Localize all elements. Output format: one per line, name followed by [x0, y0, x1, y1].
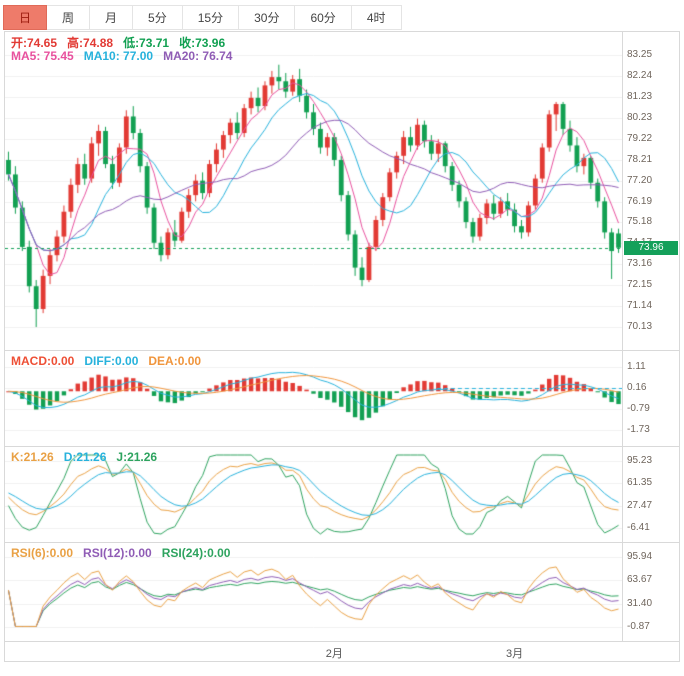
y-tick-label: -6.41: [627, 522, 650, 534]
chart-frame: 83.25 82.24 81.23 80.23 79.22 78.21 77.20 76.19…: [4, 31, 680, 662]
y-tick-label: 95.94: [627, 550, 653, 562]
last-price-badge: 73.96: [624, 240, 678, 255]
kdj-y-axis: 95.23 61.35 27.47 -6.41: [622, 447, 679, 542]
rsi-readout: RSI(6):0.00 RSI(12):0.00 RSI(24):0.00: [11, 546, 240, 560]
x-tick-label: 3月: [505, 648, 524, 660]
kdj-value: K:21.26: [11, 450, 54, 464]
y-tick-label: 1.11: [627, 360, 646, 372]
y-tick-label: 27.47: [627, 499, 653, 511]
x-axis-labels: 2月 3月: [5, 641, 679, 661]
tab-15分[interactable]: 15分: [181, 5, 240, 30]
ohlc-value: 开:74.65: [11, 36, 58, 50]
macd-value: MACD:0.00: [11, 354, 75, 368]
macd-panel: 1.11 0.16 -0.79 -1.73 MACD:0.00 DIFF:0.00 DEA…: [5, 350, 679, 446]
rsi-value: RSI(6):0.00: [11, 546, 74, 560]
timeframe-tabs: 日周月 5分 15分 30分 60分 4时: [3, 5, 402, 30]
macd-canvas[interactable]: [5, 351, 622, 446]
y-tick-label: 83.25: [627, 49, 653, 61]
y-tick-label: 63.67: [627, 574, 653, 586]
tab-60分[interactable]: 60分: [294, 5, 352, 30]
tab-5分[interactable]: 5分: [132, 5, 183, 30]
y-tick-label: -0.87: [627, 621, 650, 633]
y-tick-label: 70.13: [627, 321, 653, 333]
rsi-canvas[interactable]: [5, 543, 622, 641]
y-tick-label: 82.24: [627, 70, 653, 82]
tab-月[interactable]: 月: [89, 5, 134, 30]
tab-周[interactable]: 周: [46, 5, 91, 30]
ohlc-readout: 开:74.65 高:74.88 低:73.71 收:73.96: [11, 34, 235, 51]
ohlc-value: 高:74.88: [67, 36, 114, 50]
ma-readout: MA5: 75.45 MA10: 77.00 MA20: 76.74: [11, 49, 242, 63]
x-tick-label: 2月: [325, 648, 343, 660]
y-tick-label: 61.35: [627, 477, 653, 489]
kdj-readout: K:21.26 D:21.26 J:21.26: [11, 450, 167, 464]
tab-日[interactable]: 日: [3, 5, 48, 30]
kdj-panel: 95.23 61.35 27.47 -6.41 K:21.26 D:21.26 J:21.…: [5, 446, 679, 542]
main-chart-panel: 83.25 82.24 81.23 80.23 79.22 78.21 77.20 76.19…: [5, 32, 679, 350]
y-tick-label: 76.19: [627, 195, 653, 207]
y-tick-label: 31.40: [627, 597, 653, 609]
ma-value: MA5: 75.45: [11, 49, 74, 63]
rsi-panel: 95.94 63.67 31.40 -0.87 RSI(6):0.00 RSI(12):…: [5, 542, 679, 641]
ma-value: MA10: 77.00: [83, 49, 154, 63]
kdj-value: D:21.26: [63, 450, 107, 464]
macd-readout: MACD:0.00 DIFF:0.00 DEA:0.00: [11, 354, 211, 368]
macd-y-axis: 1.11 0.16 -0.79 -1.73: [622, 351, 679, 446]
y-tick-label: -0.79: [627, 402, 650, 414]
main-y-axis: 83.25 82.24 81.23 80.23 79.22 78.21 77.20 76.19…: [622, 32, 679, 350]
y-tick-label: 71.14: [627, 300, 653, 312]
y-tick-label: 0.16: [627, 381, 647, 393]
macd-value: DIFF:0.00: [84, 354, 139, 368]
tab-4时[interactable]: 4时: [350, 5, 402, 30]
kdj-value: J:21.26: [116, 450, 158, 464]
y-tick-label: 77.20: [627, 174, 653, 186]
ohlc-value: 低:73.71: [123, 36, 170, 50]
y-tick-label: 78.21: [627, 153, 653, 165]
tab-30分[interactable]: 30分: [238, 5, 296, 30]
y-tick-label: 81.23: [627, 91, 653, 103]
y-tick-label: 72.15: [627, 279, 653, 291]
ohlc-value: 收:73.96: [179, 36, 226, 50]
rsi-y-axis: 95.94 63.67 31.40 -0.87: [622, 543, 679, 641]
rsi-value: RSI(24):0.00: [161, 546, 231, 560]
y-tick-label: 73.16: [627, 258, 653, 270]
y-tick-label: -1.73: [627, 423, 650, 435]
y-tick-label: 95.23: [627, 454, 653, 466]
kdj-canvas[interactable]: [5, 447, 622, 542]
y-tick-label: 79.22: [627, 132, 653, 144]
candlestick-canvas[interactable]: [5, 32, 622, 350]
y-tick-label: 75.18: [627, 216, 653, 228]
y-tick-label: 80.23: [627, 111, 653, 123]
rsi-value: RSI(12):0.00: [83, 546, 152, 560]
ma-value: MA20: 76.74: [163, 49, 233, 63]
macd-value: DEA:0.00: [148, 354, 202, 368]
